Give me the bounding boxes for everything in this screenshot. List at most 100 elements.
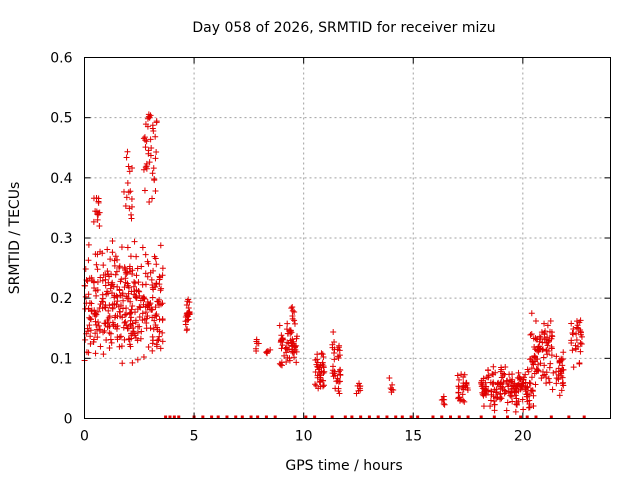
data-point [334,377,341,384]
data-point [573,337,580,344]
y-tick-label: 0.5 [50,111,72,127]
zero-value-point [350,415,354,419]
data-point [291,308,298,315]
data-point [527,331,534,338]
data-point [462,384,469,391]
data-point [102,282,109,289]
data-point [142,309,149,316]
data-point [509,382,516,389]
data-point [111,292,118,299]
data-point [516,380,523,387]
data-point [184,326,191,333]
data-point [87,340,94,347]
data-point [85,241,92,248]
data-point [282,345,289,352]
data-point [547,318,554,325]
data-point [127,309,134,316]
data-point [535,361,542,368]
data-point [144,273,151,280]
data-point [500,379,507,386]
data-point [86,275,93,282]
zero-value-point [177,415,181,419]
data-point [149,170,156,177]
data-point [287,337,294,344]
data-point [100,329,107,336]
data-point [155,298,162,305]
data-point [507,392,514,399]
zero-value-point [534,415,538,419]
data-point [149,294,156,301]
zero-value-point [400,415,404,419]
x-axis-title: GPS time / hours [285,458,402,474]
data-point [143,325,150,332]
data-point [145,344,152,351]
data-point [485,387,492,394]
data-point [318,350,325,357]
data-point [440,400,447,407]
data-point [151,177,158,184]
zero-value-point [479,415,483,419]
data-point [150,165,157,172]
data-point [150,127,157,134]
data-point [291,354,298,361]
data-point [122,311,129,318]
data-point [441,401,448,408]
data-point [117,278,124,285]
data-point [291,317,298,324]
data-point [86,322,93,329]
data-point [524,366,531,373]
data-point [497,394,504,401]
data-point [500,370,507,377]
data-point [126,168,133,175]
data-point [142,251,149,258]
data-point [153,149,160,156]
data-point [102,276,109,283]
data-point [560,349,567,356]
data-point [528,310,535,317]
data-point [512,392,519,399]
data-point [128,203,135,210]
data-point [288,305,295,312]
data-point [553,353,560,360]
zero-value-point [376,415,380,419]
data-point [121,284,128,291]
data-point [153,118,160,125]
data-point [330,329,337,336]
data-point [289,349,296,356]
zero-value-point [492,415,496,419]
data-point [95,195,102,202]
data-point [536,333,543,340]
data-point [142,270,149,277]
data-point [459,391,466,398]
x-tick-label: 10 [295,429,313,445]
data-point [530,392,537,399]
data-point [293,359,300,366]
data-point [503,407,510,414]
data-point [102,301,109,308]
zero-value-point [525,415,529,419]
data-point [125,189,132,196]
data-point [94,334,101,341]
data-point [573,330,580,337]
zero-value-point [240,415,244,419]
data-point [314,351,321,358]
data-point [577,327,584,334]
data-point [483,383,490,390]
data-point [90,336,97,343]
data-point [283,358,290,365]
data-point [156,328,163,335]
data-point [543,380,550,387]
data-point [458,371,465,378]
data-point [544,322,551,329]
zero-value-point [409,415,413,419]
data-point [558,387,565,394]
data-point [264,350,271,357]
data-point [491,407,498,414]
data-point [144,258,151,265]
data-point [114,256,121,263]
data-point [122,318,129,325]
zero-value-point [330,415,334,419]
data-point [532,381,539,388]
data-point [281,352,288,359]
data-point [515,369,522,376]
